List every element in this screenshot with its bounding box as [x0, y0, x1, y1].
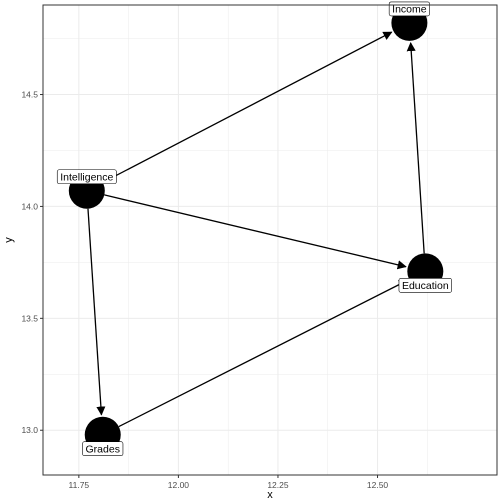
edge-intelligence-income	[102, 31, 393, 184]
y-tick-label: 13.5	[21, 313, 38, 323]
node-label-grades: Grades	[82, 441, 124, 457]
node-label-text: Grades	[86, 444, 120, 456]
node-label-text: Education	[402, 280, 449, 292]
node-label-intelligence: Intelligence	[56, 169, 117, 185]
node-label-box	[56, 169, 117, 185]
x-tick-label: 12.00	[168, 480, 190, 490]
x-axis-title: x	[267, 489, 273, 501]
grid-lines	[43, 5, 497, 475]
edges	[87, 31, 425, 428]
y-axis-title: y	[3, 237, 15, 243]
edge-education-income	[406, 41, 425, 254]
x-tick-label: 12.25	[267, 480, 289, 490]
node-label-education: Education	[398, 278, 452, 293]
node-label-box	[398, 278, 452, 293]
y-tick-label: 14.5	[21, 90, 38, 100]
nodes	[68, 4, 444, 453]
axes: 11.75 12.00 12.25 12.50 13.0 13.5 14.0 14.5	[21, 90, 388, 490]
y-tick-label: 14.0	[21, 201, 38, 211]
y-tick-label: 13.0	[21, 425, 38, 435]
node-label-text: Income	[392, 4, 427, 16]
node-label-text: Intelligence	[60, 172, 113, 184]
edge-grades-education	[118, 279, 409, 428]
edge-intelligence-education	[104, 194, 407, 270]
node-label-income: Income	[388, 1, 430, 17]
node-labels: Intelligence Income Education Grades	[56, 1, 452, 457]
panel-border	[42, 4, 498, 476]
x-tick-label: 12.50	[367, 480, 389, 490]
edge-intelligence-grades	[87, 208, 106, 416]
node-label-box	[82, 441, 124, 457]
x-tick-label: 11.75	[69, 480, 90, 490]
